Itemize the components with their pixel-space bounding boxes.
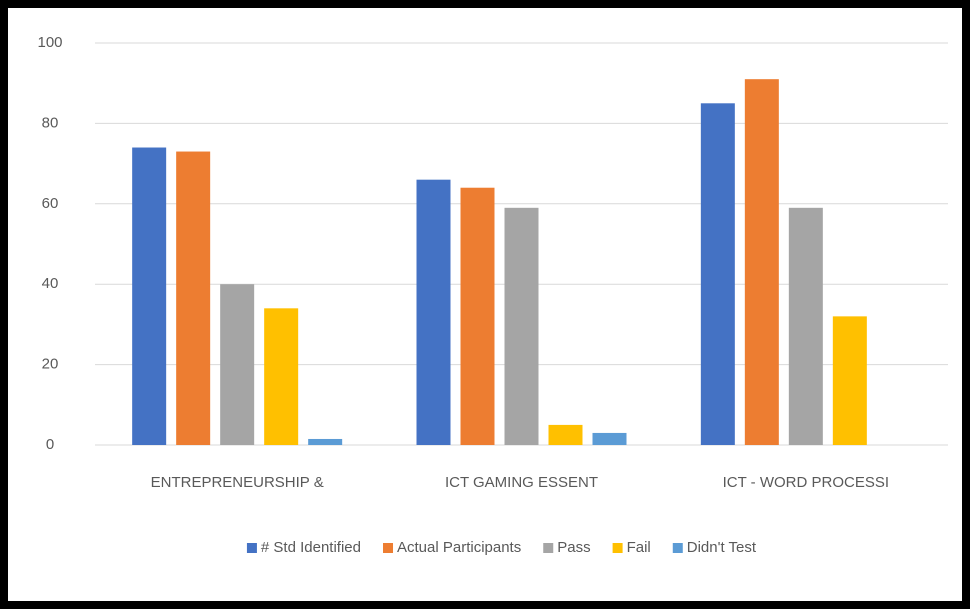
legend-label: Pass bbox=[557, 539, 590, 556]
bar bbox=[176, 151, 211, 446]
bar bbox=[592, 432, 627, 445]
y-tick-label: 0 bbox=[46, 436, 54, 453]
bar bbox=[308, 438, 343, 445]
bar bbox=[700, 103, 735, 446]
bar bbox=[832, 316, 867, 445]
y-tick-label: 20 bbox=[42, 356, 59, 373]
y-tick-label: 40 bbox=[42, 275, 59, 292]
x-tick-label: ENTREPRENEURSHIP & bbox=[151, 474, 324, 491]
bar bbox=[504, 207, 539, 445]
y-tick-label: 80 bbox=[42, 114, 59, 131]
legend-swatch bbox=[672, 543, 683, 553]
bar bbox=[220, 284, 255, 445]
bar bbox=[744, 79, 779, 446]
x-tick-label: ICT GAMING ESSENT bbox=[445, 474, 598, 491]
y-tick-label: 100 bbox=[37, 34, 62, 51]
legend-label: Actual Participants bbox=[397, 539, 521, 556]
bar bbox=[416, 179, 451, 445]
legend-swatch bbox=[383, 543, 394, 553]
legend-label: Fail bbox=[627, 539, 651, 556]
legend-swatch bbox=[612, 543, 623, 553]
bar bbox=[264, 308, 299, 445]
bar bbox=[788, 207, 823, 445]
bar bbox=[460, 187, 495, 445]
legend-swatch bbox=[246, 543, 257, 553]
legend-label: Didn't Test bbox=[687, 539, 757, 556]
bar bbox=[548, 424, 583, 445]
bar bbox=[132, 147, 167, 445]
x-tick-label: ICT - WORD PROCESSI bbox=[723, 474, 889, 491]
y-tick-label: 60 bbox=[42, 195, 59, 212]
legend-swatch bbox=[543, 543, 554, 553]
legend-label: # Std Identified bbox=[261, 539, 361, 556]
